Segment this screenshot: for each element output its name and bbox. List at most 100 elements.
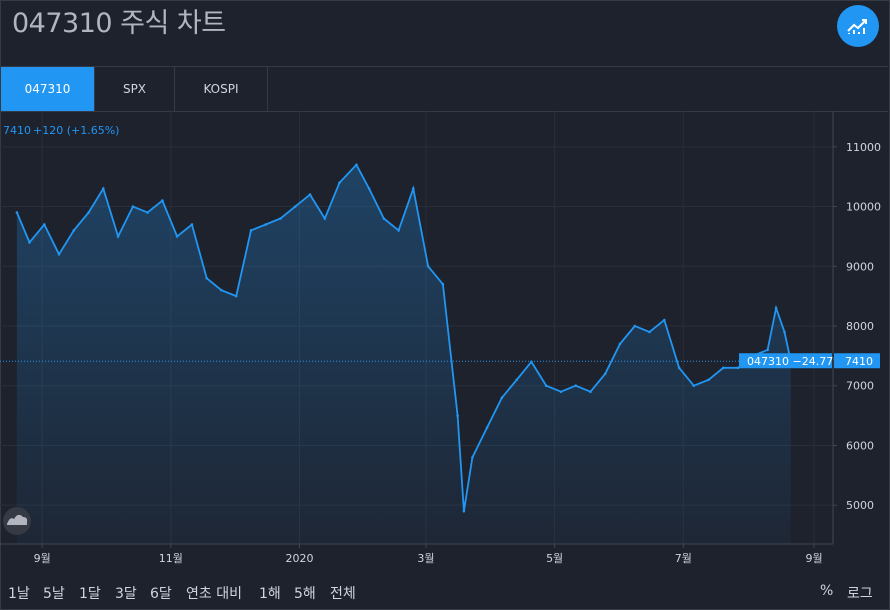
price-point	[264, 223, 268, 226]
y-tick-label: 7000	[846, 380, 874, 393]
tab-047310[interactable]: 047310	[1, 67, 95, 111]
price-point	[544, 384, 548, 388]
price-point	[131, 205, 135, 208]
x-tick-label: 7월	[675, 552, 692, 565]
range-1y[interactable]: 1해	[259, 586, 281, 602]
price-point	[279, 217, 282, 220]
series-label: 047310 −24.77%	[739, 353, 844, 369]
price-area-fill	[16, 164, 791, 545]
quote-price: 7410	[3, 124, 31, 137]
price-point	[220, 288, 223, 292]
price-points	[15, 163, 793, 513]
price-point	[441, 282, 445, 286]
price-point	[397, 229, 400, 232]
last-price-label-background	[834, 353, 880, 369]
y-axis-ticks: 5000 6000 7000 8000 9000 10000 11000	[833, 141, 881, 512]
price-point	[722, 366, 725, 370]
tradingview-logo[interactable]	[3, 507, 31, 535]
price-point	[367, 187, 371, 190]
range-5d[interactable]: 5날	[43, 586, 65, 602]
price-point	[707, 378, 710, 382]
chart-line-icon	[847, 19, 867, 34]
price-point	[500, 396, 504, 400]
price-point	[308, 193, 312, 196]
range-selector: 1날 5날 1달 3달 6달 연초 대비 1해 5해 전체 % 로그	[0, 578, 890, 608]
price-point	[28, 241, 31, 244]
range-6m[interactable]: 6달	[150, 586, 172, 602]
price-point	[648, 330, 651, 334]
chart-type-button[interactable]	[837, 5, 879, 47]
price-point	[633, 324, 637, 328]
x-axis-ticks: 9월 11월 2020 3월 5월 7월 9월	[34, 544, 823, 565]
price-point	[205, 276, 208, 280]
price-point	[618, 342, 622, 346]
log-scale-toggle[interactable]: 로그	[847, 586, 873, 602]
price-point	[382, 217, 386, 220]
quote-change: +120 (+1.65%)	[33, 124, 119, 137]
price-point	[161, 199, 164, 202]
price-point	[530, 360, 533, 364]
price-point	[87, 211, 90, 214]
price-point	[603, 372, 607, 376]
price-point	[426, 265, 430, 268]
price-point	[102, 187, 105, 190]
range-3m[interactable]: 3달	[115, 586, 137, 602]
price-point	[559, 390, 563, 394]
range-5y[interactable]: 5해	[294, 586, 316, 602]
price-line	[16, 163, 792, 512]
price-point	[355, 163, 358, 167]
range-1d[interactable]: 1날	[8, 586, 30, 602]
price-point	[412, 187, 415, 190]
price-point	[677, 366, 681, 370]
series-label-text: 047310 −24.77%	[747, 355, 844, 368]
symbol-tabs: 047310 SPX KOSPI	[1, 66, 888, 112]
price-point	[72, 229, 76, 232]
price-point	[485, 426, 489, 429]
last-price-label: 7410	[834, 353, 880, 369]
page-title: 047310 주식 차트	[12, 8, 226, 39]
y-tick-label: 11000	[846, 141, 881, 154]
y-tick-label: 9000	[846, 260, 874, 273]
price-point	[663, 318, 666, 322]
price-point	[692, 384, 696, 388]
price-point	[515, 378, 518, 382]
range-1m[interactable]: 1달	[79, 586, 101, 602]
price-point	[462, 509, 466, 513]
x-tick-label: 11월	[159, 552, 183, 565]
price-point	[15, 211, 19, 214]
y-tick-label: 6000	[846, 439, 874, 452]
price-point	[323, 217, 327, 220]
range-ytd[interactable]: 연초 대비	[186, 586, 242, 602]
price-point	[249, 229, 253, 232]
x-tick-label: 9월	[34, 552, 51, 565]
price-point	[574, 384, 577, 388]
last-price-label-text: 7410	[845, 355, 873, 368]
price-point	[589, 390, 592, 394]
price-point	[57, 253, 61, 256]
price-point	[736, 366, 740, 370]
price-point	[175, 235, 179, 238]
price-point	[234, 294, 238, 298]
range-all[interactable]: 전체	[330, 586, 356, 602]
price-chart[interactable]: 5000 6000 7000 8000 9000 10000 11000 9월 11월 2020…	[0, 111, 890, 578]
price-point	[43, 223, 46, 226]
price-point	[783, 330, 786, 334]
percent-scale-toggle[interactable]: %	[820, 583, 834, 599]
x-tick-label: 5월	[546, 552, 563, 565]
x-tick-label: 9월	[805, 552, 822, 565]
price-point	[471, 456, 474, 459]
price-point	[766, 348, 769, 352]
price-point	[116, 235, 120, 238]
x-tick-label: 2020	[285, 552, 313, 565]
y-tick-label: 5000	[846, 499, 874, 512]
tab-kospi[interactable]: KOSPI	[175, 67, 268, 111]
x-tick-label: 3월	[417, 552, 434, 565]
quote-legend: 7410 +120 (+1.65%)	[3, 124, 119, 137]
price-point	[774, 306, 778, 310]
price-point	[293, 205, 297, 208]
tab-spx[interactable]: SPX	[95, 67, 175, 111]
price-point	[456, 414, 459, 417]
y-tick-label: 10000	[846, 201, 881, 214]
price-point	[146, 211, 149, 214]
price-point	[190, 223, 194, 226]
